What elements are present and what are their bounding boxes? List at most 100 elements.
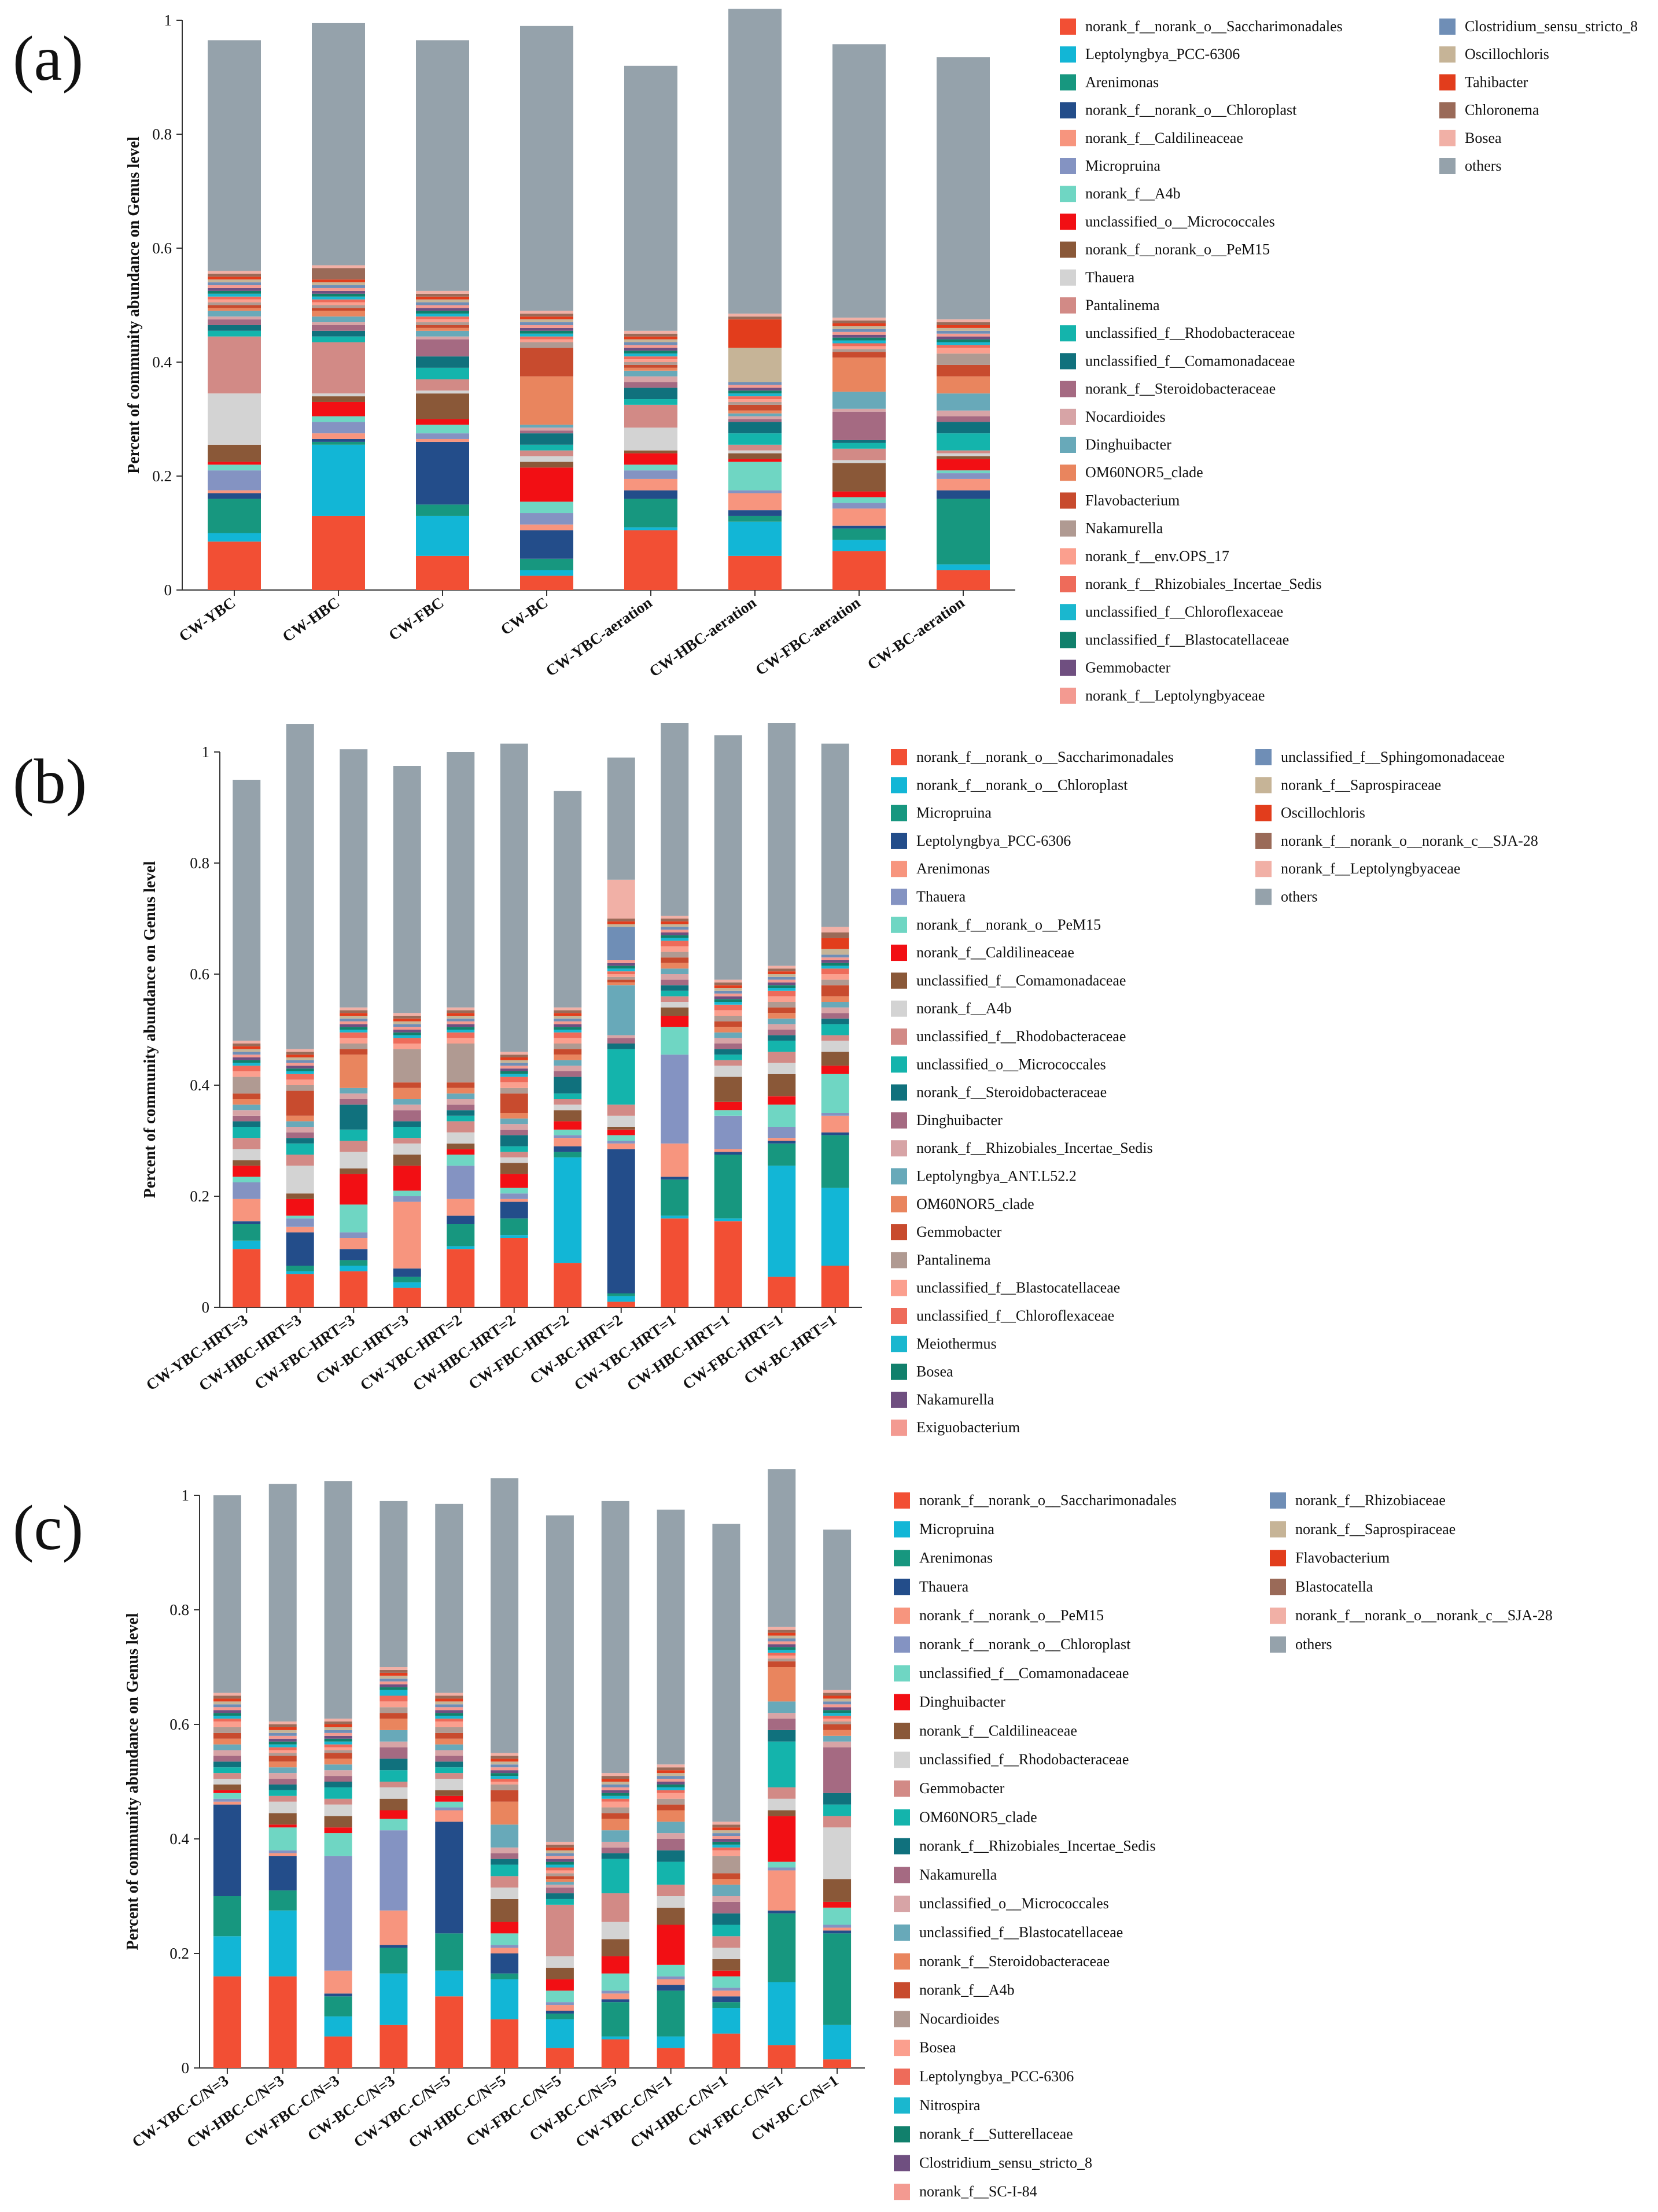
bar-segment-unclassified-f-chloroflexaceae <box>447 1032 475 1038</box>
bar-segment-unclassified-f-blastocatellaceae <box>768 996 796 1002</box>
bar-segment-arenimonas <box>491 1973 519 1979</box>
bar-segment-unclassified-f-blastocatellaceae <box>661 946 689 952</box>
legend-swatch-unclassified-o-micrococcales <box>891 1056 907 1073</box>
bar-segment-norank-f-norank-o-chloroplast <box>340 1266 368 1271</box>
legend-swatch-norank-f-rhizobiales-incertae-sedis <box>891 1140 907 1157</box>
legend-swatch-others <box>1270 1636 1286 1653</box>
bar-segment-om60nor5-clade <box>601 1859 629 1894</box>
legend-label-norank-f-rhizobiales-incertae-sedis: norank_f__Rhizobiales_Incertae_Sedis <box>919 1838 1156 1855</box>
bar-segment-dinghuibacter <box>937 393 990 411</box>
bar-segment-unclassified-f-blastocatellaceae <box>607 974 635 977</box>
bar-segment-norank-f-norank-o-pem15 <box>324 1970 352 1994</box>
bar-segment-others <box>712 1524 740 1822</box>
bar-segment-oscillochloris <box>728 348 782 382</box>
bar-segment-thauera <box>208 393 261 445</box>
bar-segment-meiothermus <box>393 1035 421 1038</box>
bar-segment-pantalinema <box>393 1049 421 1083</box>
legend-swatch-leptolyngbya-pcc-6306 <box>891 832 907 849</box>
bar-segment-blastocatella <box>601 1776 629 1779</box>
legend-label-norank-f-rhizobiales-incertae-sedis: norank_f__Rhizobiales_Incertae_Sedis <box>916 1140 1153 1156</box>
bar-segment-norank-f-norank-o-chloroplast <box>768 1166 796 1277</box>
bar-segment-norank-f-steroidobacteraceae <box>661 985 689 991</box>
bar-segment-om60nor5-clade <box>832 357 886 392</box>
bar-segment-norank-f-rhizobiales-incertae-sedis <box>712 1913 740 1925</box>
bar-segment-om60nor5-clade <box>416 327 469 331</box>
bar-segment-unclassified-f-comamonadaceae <box>714 1076 742 1102</box>
bar-segment-clostridium-sensu-stricto-8 <box>624 342 677 345</box>
bar-segment-nitrospira <box>268 1744 297 1748</box>
bar-segment-others <box>832 44 886 318</box>
x-tick-label: CW-FBC-HRT=2 <box>465 1311 572 1393</box>
bar-segment-pantalinema <box>728 444 782 451</box>
bar-segment-norank-f-a4b <box>268 1756 297 1762</box>
bar-segment-norank-f-saprospiraceae <box>546 1850 574 1853</box>
bar-segment-gemmobacter <box>500 1093 528 1113</box>
bar-segment-norank-f-norank-o-norank-c-sja-28 <box>714 982 742 986</box>
bar-segment-others <box>768 716 796 966</box>
legend-swatch-om60nor5-clade <box>894 1809 910 1826</box>
bar-segment-arenimonas <box>286 1226 314 1233</box>
bar-segment-flavobacterium <box>435 1698 463 1702</box>
bar-segment-unclassified-f-sphingomonadaceae <box>821 954 849 958</box>
bar-segment-unclassified-o-micrococcales <box>937 459 990 471</box>
legend-swatch-norank-f-steroidobacteraceae <box>891 1084 907 1101</box>
bar-segment-nakamurella <box>714 996 742 1000</box>
bar-segment-unclassified-f-comamonadaceae <box>823 1907 852 1925</box>
bar-segment-norank-f-steroidobacteraceae <box>823 1730 852 1736</box>
bar-segment-norank-f-rhizobiales-incertae-sedis <box>447 1099 475 1105</box>
bar-segment-unclassified-f-comamonadaceae <box>712 1976 740 1988</box>
bar-segment-norank-f-sutterellaceae <box>380 1687 408 1690</box>
bar-segment-norank-f-norank-o-pem15 <box>380 1910 408 1945</box>
bar-segment-norank-f-norank-o-pem15 <box>393 1190 421 1196</box>
bar-segment-unclassified-f-comamonadaceae <box>213 1793 241 1799</box>
bar-segment-norank-f-steroidobacteraceae <box>312 325 365 331</box>
bar-segment-norank-f-caldilineaceae <box>500 1174 528 1188</box>
bar-segment-unclassified-f-rhodobacteraceae <box>714 1060 742 1066</box>
bar-segment-nakamurella <box>661 932 689 935</box>
bar-segment-unclassified-f-sphingomonadaceae <box>714 990 742 994</box>
bar-segment-norank-f-norank-o-saccharimonadales <box>268 1976 297 2068</box>
bar-segment-unclassified-f-blastocatellaceae <box>714 1010 742 1016</box>
bar-segment-micropruina <box>554 1152 582 1157</box>
bar-segment-unclassified-f-chloroflexaceae <box>340 1032 368 1038</box>
bar-segment-nakamurella <box>447 1024 475 1027</box>
legend-label-pantalinema: Pantalinema <box>1085 297 1160 314</box>
bar-segment-norank-f-leptolyngbyaceae <box>714 979 742 983</box>
bar-segment-om60nor5-clade <box>268 1790 297 1796</box>
bar-segment-others <box>500 743 528 1052</box>
legend-swatch-norank-f-norank-o-saccharimonadales <box>1060 19 1076 35</box>
bar-segment-norank-f-sutterellaceae <box>768 1647 796 1650</box>
bar-segment-dinghuibacter <box>554 1071 582 1077</box>
bar-segment-norank-f-a4b <box>607 1115 635 1127</box>
bar-segment-others <box>268 1484 297 1722</box>
bar-segment-leptolyngbya-pcc-6306 <box>233 1221 261 1224</box>
bar-segment-norank-f-leptolyngbyaceae <box>554 1007 582 1011</box>
bar-segment-micropruina <box>768 1982 796 2045</box>
bar-segment-gemmobacter <box>712 1936 740 1948</box>
bar-segment-norank-f-a4b <box>554 1104 582 1111</box>
legend-label-blastocatella: Blastocatella <box>1295 1578 1373 1595</box>
legend-label-norank-f-caldilineaceae: norank_f__Caldilineaceae <box>1085 130 1243 146</box>
bar-segment-leptolyngbya-ant-l52-2 <box>393 1099 421 1105</box>
bar-segment-norank-f-saprospiraceae <box>601 1782 629 1785</box>
bar-segment-unclassified-f-sphingomonadaceae <box>661 927 689 930</box>
bar-segment-norank-f-steroidobacteraceae <box>500 1135 528 1146</box>
bar-segment-thauera <box>823 1930 852 1934</box>
bar-segment-norank-f-norank-o-norank-c-sja-28 <box>491 1753 519 1756</box>
bar-segment-norank-f-env-ops-17 <box>624 359 677 362</box>
bar-segment-unclassified-o-micrococcales <box>823 1741 852 1748</box>
bar-segment-unclassified-o-micrococcales <box>601 1841 629 1848</box>
bar-segment-gemmobacter <box>607 979 635 983</box>
bar-segment-oscillochloris <box>821 938 849 949</box>
bar-segment-exiguobacterium <box>821 957 849 960</box>
bar-segment-norank-f-steroidobacteraceae <box>728 419 782 422</box>
legend-label-norank-f-leptolyngbyaceae: norank_f__Leptolyngbyaceae <box>1085 687 1265 704</box>
bar-segment-norank-f-norank-o-pem15 <box>712 1990 740 1997</box>
legend-swatch-thauera <box>891 889 907 905</box>
bar-segment-gemmobacter <box>312 290 365 294</box>
bar-segment-unclassified-o-micrococcales <box>435 1750 463 1756</box>
bar-segment-norank-f-rhizobiales-incertae-sedis <box>546 1893 574 1899</box>
bar-segment-clostridium-sensu-stricto-8 <box>416 302 469 305</box>
legend-label-dinghuibacter: Dinghuibacter <box>916 1112 1003 1129</box>
legend-label-om60nor5-clade: OM60NOR5_clade <box>919 1809 1037 1826</box>
